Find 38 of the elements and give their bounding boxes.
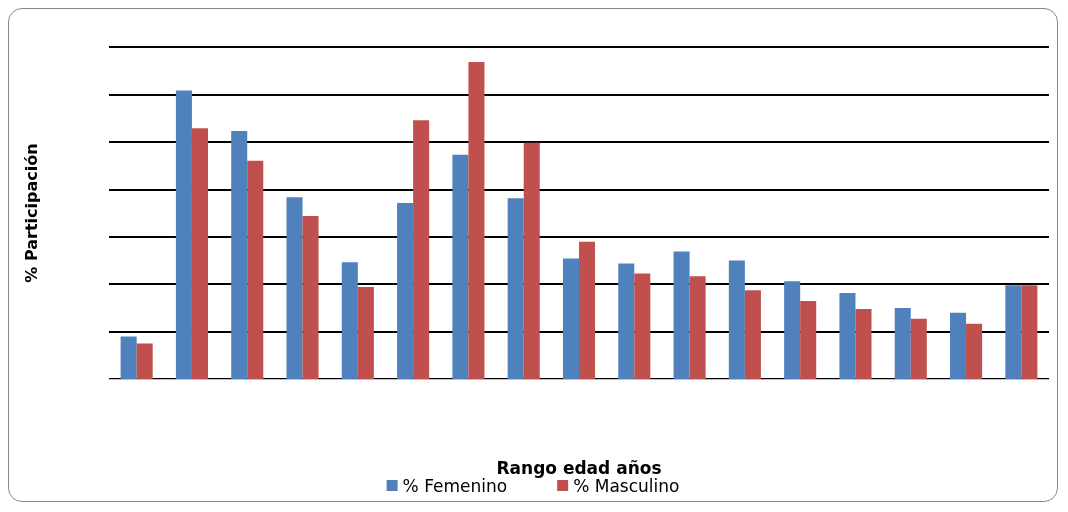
- bar: [136, 343, 153, 379]
- bar: [784, 281, 801, 379]
- bar: [286, 197, 303, 379]
- x-axis-title: Rango edad años: [496, 457, 662, 478]
- bar: [855, 308, 872, 379]
- bar: [341, 262, 358, 379]
- bar: [120, 336, 137, 379]
- bar: [507, 198, 524, 379]
- bar: [839, 293, 856, 379]
- bar: [744, 290, 761, 379]
- bar: [634, 273, 651, 379]
- legend-label: % Masculino: [573, 475, 680, 496]
- bar: [618, 263, 635, 379]
- bar: [523, 142, 540, 379]
- bar: [231, 131, 248, 379]
- bar: [950, 312, 967, 379]
- legend-label: % Femenino: [402, 475, 508, 496]
- bar: [468, 61, 485, 379]
- bar: [1021, 285, 1038, 379]
- bar: [728, 260, 745, 379]
- bar: [966, 323, 983, 379]
- bar: [413, 120, 430, 379]
- bar: [302, 216, 319, 379]
- y-axis-title: % Participación: [21, 143, 41, 283]
- bar: [910, 318, 927, 379]
- bar: [397, 203, 414, 379]
- bar: [191, 128, 208, 379]
- bar: [452, 154, 469, 379]
- bar: [1005, 285, 1022, 379]
- bar: [247, 160, 264, 379]
- bar: [562, 258, 579, 379]
- bar: [689, 276, 706, 379]
- bar: [673, 251, 690, 379]
- bar: [894, 307, 911, 379]
- bar: [175, 90, 192, 379]
- bar: [357, 287, 374, 379]
- bar: [800, 300, 817, 379]
- bar: [579, 241, 596, 379]
